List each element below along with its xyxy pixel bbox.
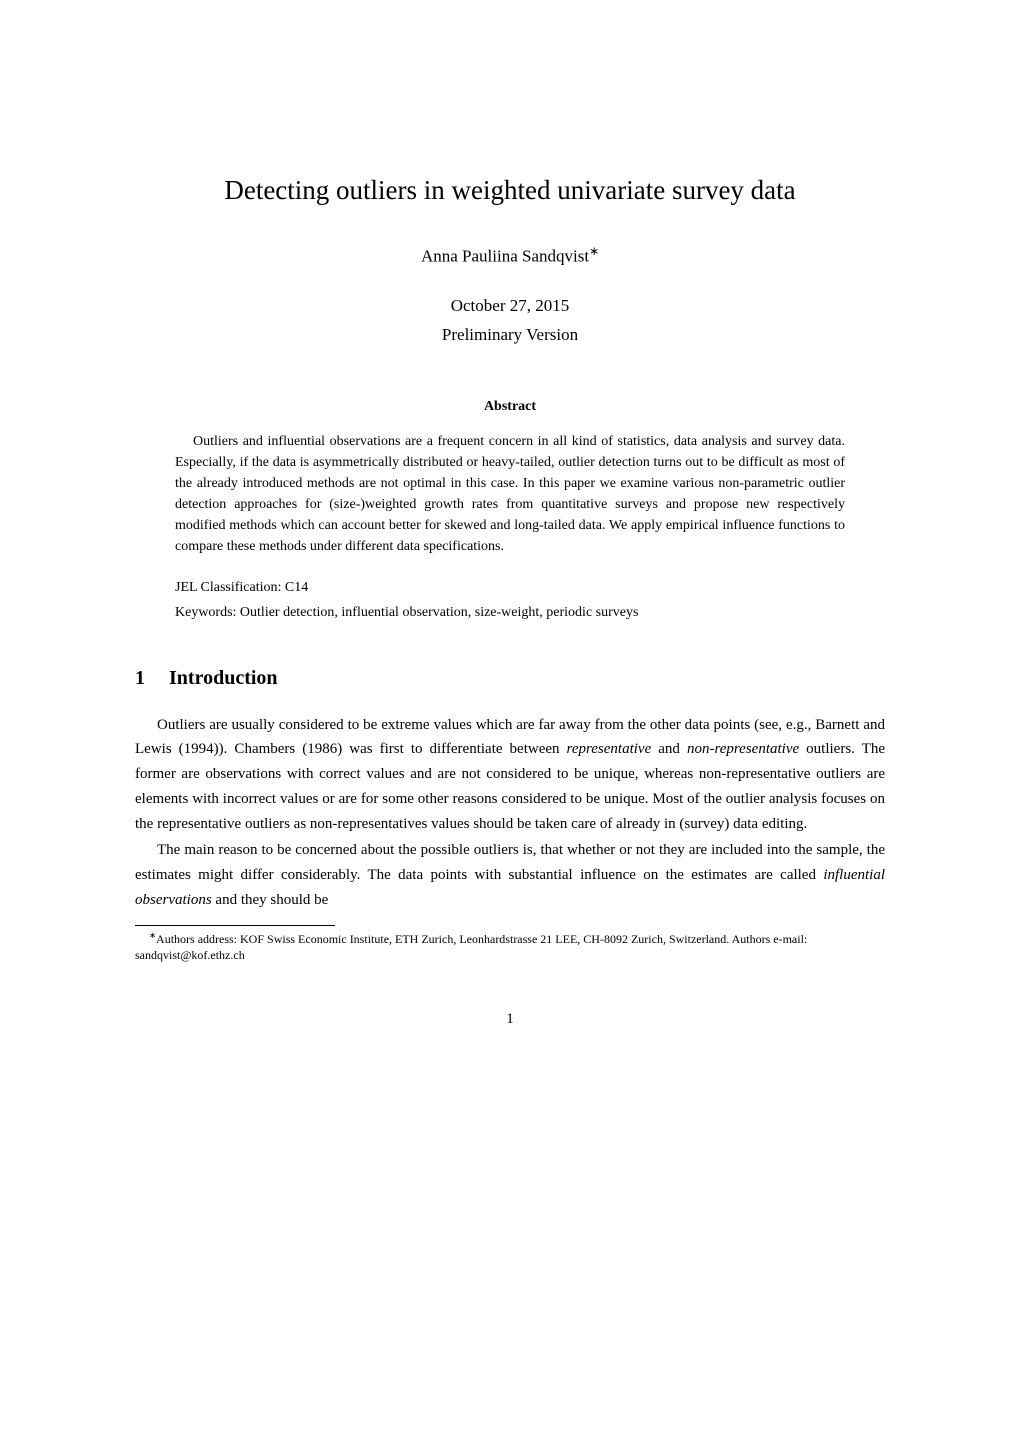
footnote-rule bbox=[135, 925, 335, 926]
para2-pre: The main reason to be concerned about th… bbox=[135, 842, 885, 883]
footnote-author-address: ∗Authors address: KOF Swiss Economic Ins… bbox=[135, 930, 885, 965]
author-footnote-marker: ∗ bbox=[589, 244, 599, 258]
footnote-marker: ∗ bbox=[149, 931, 156, 940]
para2-post: and they should be bbox=[212, 892, 329, 908]
date: October 27, 2015 bbox=[135, 293, 885, 319]
para1-mid1: and bbox=[651, 741, 687, 757]
abstract-body: Outliers and influential observations ar… bbox=[175, 431, 845, 557]
paper-title: Detecting outliers in weighted univariat… bbox=[135, 170, 885, 211]
intro-paragraph-2: The main reason to be concerned about th… bbox=[135, 838, 885, 912]
abstract-heading: Abstract bbox=[135, 396, 885, 417]
footnote-text: Authors address: KOF Swiss Economic Inst… bbox=[135, 932, 807, 963]
para1-italic-representative: representative bbox=[567, 741, 652, 757]
intro-paragraph-1: Outliers are usually considered to be ex… bbox=[135, 713, 885, 837]
version: Preliminary Version bbox=[135, 322, 885, 348]
para1-italic-nonrepresentative: non-representative bbox=[687, 741, 799, 757]
author-name: Anna Pauliina Sandqvist bbox=[421, 246, 589, 265]
section-heading-introduction: 1 Introduction bbox=[135, 663, 885, 693]
author-line: Anna Pauliina Sandqvist∗ bbox=[135, 243, 885, 269]
jel-classification: JEL Classification: C14 bbox=[175, 577, 845, 598]
page-number: 1 bbox=[135, 1008, 885, 1031]
section-number: 1 bbox=[135, 667, 145, 689]
keywords: Keywords: Outlier detection, influential… bbox=[175, 602, 845, 623]
section-title: Introduction bbox=[169, 667, 278, 689]
